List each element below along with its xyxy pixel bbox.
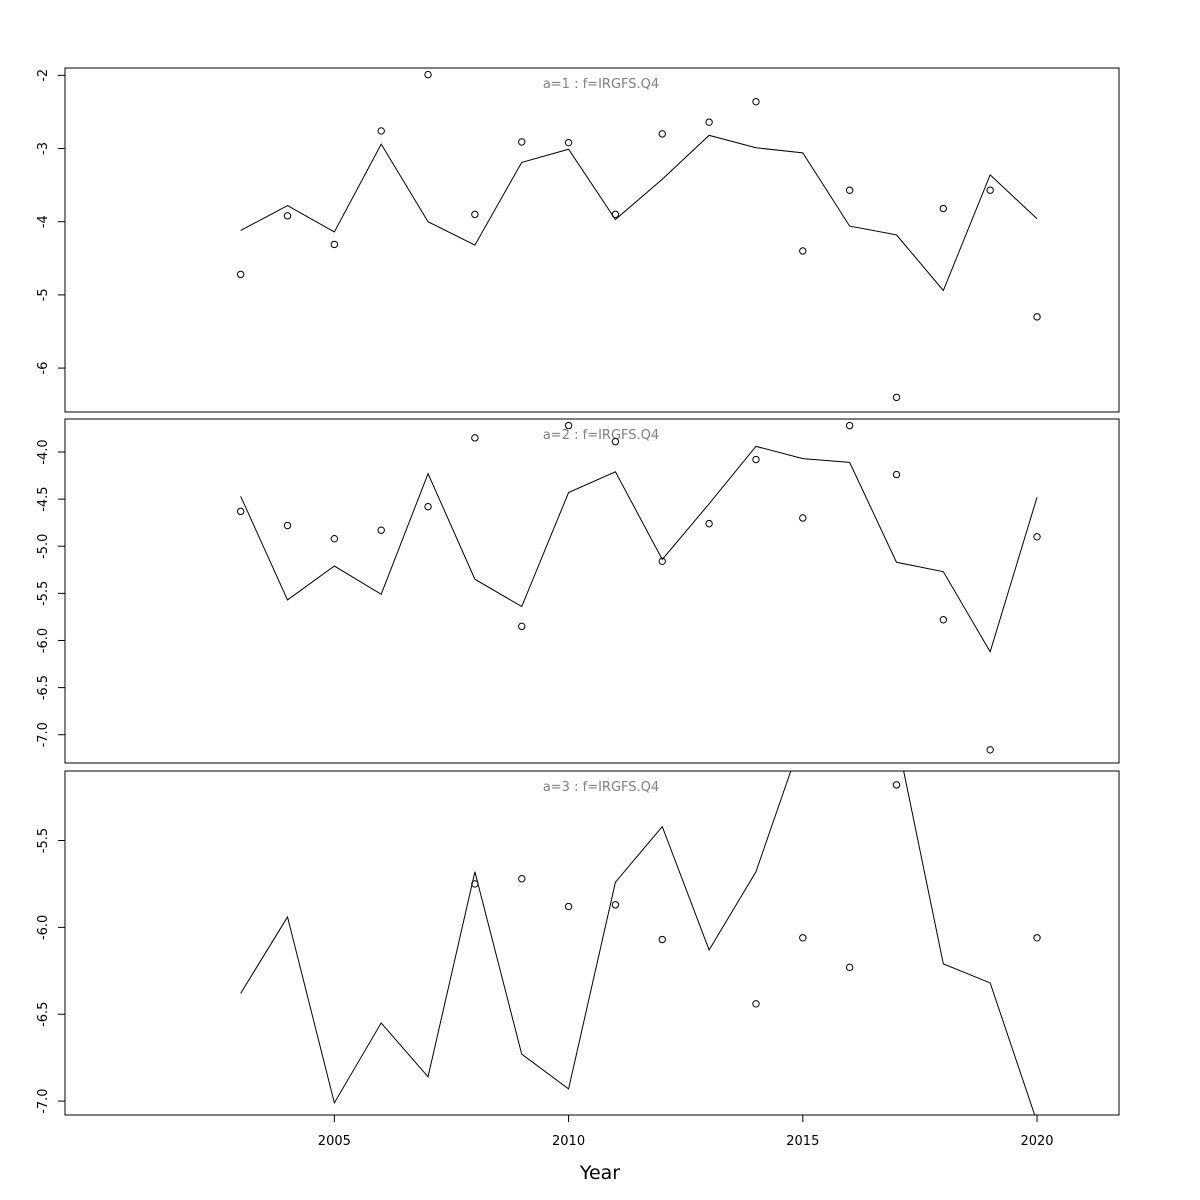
panel-frame: [64, 67, 1120, 413]
fitted-line: [240, 445, 1038, 654]
observed-point: [799, 247, 807, 255]
observed-point: [471, 434, 479, 442]
y-tick-label: -3: [36, 142, 51, 155]
x-tick-label: 2005: [318, 1134, 351, 1149]
y-axis: -7.0 -6.5 -6.0 -5.5 -5.0 -4.5 -4.0: [36, 439, 65, 747]
observed-point: [471, 880, 479, 888]
observed-point: [658, 935, 666, 944]
observed-point: [424, 70, 432, 79]
plot-area: [240, 771, 1041, 1115]
observed-point: [564, 421, 573, 430]
panel-frame: [64, 770, 1120, 1116]
observed-point: [564, 902, 573, 911]
observed-point: [236, 270, 245, 279]
observed-point: [377, 127, 385, 135]
x-tick-label: 2015: [786, 1134, 819, 1149]
panel-2: a=2 : f=IRGFS.Q4 -7.0 -6.5 -6.0 -5.5 -5.0 -4.5…: [36, 418, 1120, 764]
observed-point: [1033, 533, 1041, 541]
observed-point: [658, 130, 666, 138]
y-tick-label: -7.0: [36, 1088, 51, 1113]
y-tick-label: -4.5: [36, 486, 51, 511]
observed-point: [330, 240, 339, 249]
observed-point: [799, 514, 807, 522]
x-axis: 2005 2010 2015 2020: [318, 1114, 1054, 1149]
observed-point: [471, 210, 479, 219]
y-tick-label: -5: [36, 288, 51, 301]
observed-point: [286, 1114, 289, 1115]
observed-point: [752, 97, 760, 106]
observed-point: [799, 934, 807, 942]
fitted-line: [240, 134, 1038, 292]
observed-point: [424, 502, 432, 511]
panel-3: a=3 : f=IRGFS.Q4 -7.0 -6.5 -6.0 -5.5: [36, 770, 1120, 1116]
observed-point: [611, 210, 620, 219]
observed-point: [752, 455, 760, 464]
y-tick-label: -6: [36, 362, 51, 375]
y-tick-label: -2: [36, 69, 51, 82]
observed-point: [564, 138, 573, 147]
observed-point: [611, 901, 620, 909]
y-tick-label: -6.5: [36, 1002, 51, 1027]
y-tick-label: -6.0: [36, 628, 51, 653]
observed-point: [705, 519, 713, 528]
observed-point: [845, 963, 854, 972]
y-axis: -6 -5 -4 -3 -2: [36, 69, 65, 375]
y-tick-label: -5.5: [36, 581, 51, 606]
observed-point: [939, 616, 948, 624]
observed-point: [892, 393, 901, 402]
x-tick-label: 2010: [552, 1134, 585, 1149]
observed-point: [658, 557, 666, 566]
plot-area: [236, 421, 1041, 754]
observed-point: [845, 186, 854, 194]
observed-point: [986, 186, 994, 194]
y-tick-label: -5.0: [36, 534, 51, 559]
observed-point: [1033, 934, 1041, 942]
y-tick-label: -7.0: [36, 722, 51, 747]
observed-point: [892, 781, 901, 789]
panel-frame: [64, 418, 1120, 764]
panels: a=1 : f=IRGFS.Q4 -6 -5 -4 -3 -2 a=2 : f=IRGFS.…: [36, 67, 1120, 1116]
fitted-line: [240, 771, 1036, 1115]
observed-point: [705, 118, 713, 126]
observed-point: [518, 622, 526, 631]
observed-point: [845, 421, 854, 430]
plot-area: [236, 70, 1041, 402]
observed-point: [939, 204, 948, 213]
observed-point: [236, 507, 245, 516]
x-tick-label: 2020: [1020, 1134, 1053, 1149]
panel-title: a=1 : f=IRGFS.Q4: [543, 77, 659, 92]
panel-title: a=2 : f=IRGFS.Q4: [543, 428, 659, 443]
y-tick-label: -6.5: [36, 675, 51, 700]
observed-point: [518, 138, 526, 146]
panel-title: a=3 : f=IRGFS.Q4: [543, 780, 659, 795]
panel-1: a=1 : f=IRGFS.Q4 -6 -5 -4 -3 -2: [36, 67, 1120, 413]
observed-point: [330, 534, 339, 543]
observed-point: [377, 526, 385, 534]
observed-point: [518, 875, 526, 883]
observed-point: [283, 212, 292, 220]
x-axis-label: Year: [579, 1162, 620, 1184]
observed-point: [752, 1000, 760, 1008]
observed-point: [611, 437, 620, 446]
observed-point: [986, 746, 994, 754]
observed-point: [283, 521, 292, 530]
y-tick-label: -4: [36, 215, 51, 228]
y-tick-label: -4.0: [36, 439, 51, 464]
observed-point: [892, 470, 901, 479]
y-tick-label: -6.0: [36, 915, 51, 940]
observed-point: [1033, 313, 1041, 321]
y-axis: -7.0 -6.5 -6.0 -5.5: [36, 828, 65, 1114]
y-tick-label: -5.5: [36, 828, 51, 853]
